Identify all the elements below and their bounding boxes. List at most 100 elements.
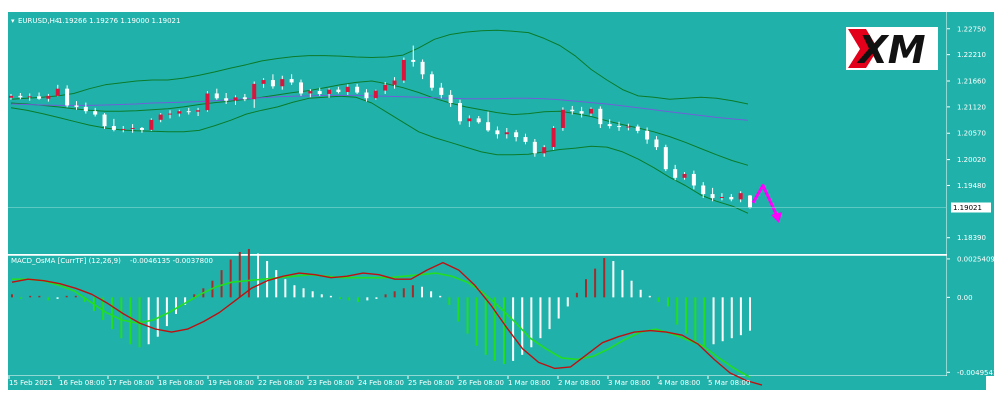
candle-body bbox=[570, 109, 575, 112]
histogram-bar bbox=[667, 297, 669, 307]
histogram-bar bbox=[694, 297, 697, 342]
candle-body bbox=[37, 96, 42, 99]
axis-background bbox=[947, 12, 994, 376]
histogram-bar bbox=[475, 297, 478, 346]
histogram-bar bbox=[739, 297, 742, 336]
candle-body bbox=[383, 84, 388, 91]
candle-body bbox=[626, 126, 631, 128]
candle bbox=[233, 95, 238, 105]
candle bbox=[102, 113, 107, 129]
histogram-bar bbox=[29, 295, 32, 298]
indicator-axis: 0.0025409 0.00 -0.0049541 bbox=[947, 255, 997, 377]
histogram-bar bbox=[703, 297, 706, 348]
time-tick-label: 1 Mar 08:00 bbox=[508, 379, 550, 387]
histogram-bar bbox=[175, 297, 177, 314]
histogram-bar bbox=[712, 297, 715, 345]
candle-body bbox=[233, 97, 238, 101]
candle-body bbox=[205, 93, 210, 111]
candle bbox=[177, 109, 182, 117]
candle-body bbox=[65, 88, 70, 106]
time-tick-label: 15 Feb 2021 bbox=[9, 379, 53, 387]
candle-body bbox=[18, 95, 23, 98]
candle bbox=[289, 74, 294, 85]
candle bbox=[607, 119, 612, 129]
price-panel[interactable] bbox=[8, 12, 947, 254]
histogram-bar bbox=[466, 297, 469, 334]
indicator-title: MACD_OsMA [CurrTF] (12,26,9) bbox=[11, 257, 121, 265]
candle bbox=[308, 89, 313, 98]
candle bbox=[663, 144, 668, 172]
candle bbox=[355, 83, 360, 94]
histogram-bar bbox=[457, 297, 460, 322]
candle-body bbox=[121, 128, 126, 130]
candle bbox=[542, 145, 547, 157]
candle-body bbox=[168, 113, 173, 115]
candle-body bbox=[439, 87, 444, 95]
candle bbox=[168, 110, 173, 119]
candle-body bbox=[364, 92, 369, 99]
macd-line bbox=[11, 261, 763, 386]
xm-logo: XM bbox=[846, 27, 938, 72]
candle bbox=[270, 74, 275, 89]
histogram-bar bbox=[639, 289, 642, 298]
candle-body bbox=[149, 119, 154, 130]
moving-average-polyline bbox=[10, 94, 749, 121]
candlestick-series bbox=[9, 45, 752, 209]
candle bbox=[710, 187, 715, 202]
histogram-bar bbox=[603, 258, 606, 298]
candle bbox=[401, 57, 406, 83]
candle bbox=[514, 129, 519, 142]
candle-body bbox=[617, 126, 622, 128]
histogram-bar bbox=[320, 294, 323, 298]
candle bbox=[411, 45, 416, 67]
candle bbox=[327, 88, 332, 98]
candle-body bbox=[298, 82, 303, 94]
histogram-bar bbox=[11, 294, 13, 298]
time-tick-label: 24 Feb 08:00 bbox=[358, 379, 404, 387]
symbol-label[interactable]: EURUSD,H4 bbox=[18, 17, 60, 25]
histogram-bar bbox=[339, 297, 341, 299]
bollinger-lower-line bbox=[10, 95, 749, 214]
symbol-dropdown-icon[interactable]: ▾ bbox=[11, 17, 15, 25]
candle bbox=[523, 133, 528, 145]
histogram-bar bbox=[749, 297, 751, 331]
candle-body bbox=[102, 114, 107, 127]
histogram-bar bbox=[220, 270, 223, 298]
candle-body bbox=[74, 105, 79, 107]
candle bbox=[149, 118, 154, 131]
candle bbox=[691, 170, 696, 190]
candle bbox=[673, 164, 678, 181]
histogram-bar bbox=[348, 297, 351, 301]
candle bbox=[111, 118, 116, 132]
candle-body bbox=[373, 90, 378, 99]
candle-body bbox=[691, 173, 696, 186]
histogram-bar bbox=[193, 294, 196, 298]
histogram-bar bbox=[56, 297, 59, 299]
histogram-bar bbox=[676, 297, 679, 325]
candle bbox=[65, 85, 70, 108]
histogram-bar bbox=[238, 251, 241, 298]
candle bbox=[280, 75, 285, 90]
histogram-bar bbox=[566, 297, 569, 307]
candle bbox=[18, 92, 23, 100]
candle-body bbox=[710, 194, 715, 198]
logo-text: XM bbox=[856, 28, 925, 72]
bollinger-middle-line bbox=[10, 80, 749, 166]
candle bbox=[476, 115, 481, 124]
signal-line bbox=[12, 272, 751, 379]
histogram-bar bbox=[366, 297, 369, 301]
candle-body bbox=[673, 169, 678, 178]
histogram-bar bbox=[74, 295, 77, 298]
candle bbox=[196, 107, 201, 116]
price-tick-label: 1.21660 bbox=[957, 78, 986, 86]
histogram-bar bbox=[484, 297, 487, 355]
candle-body bbox=[738, 193, 743, 200]
time-axis-background bbox=[8, 376, 986, 390]
histogram-bar bbox=[247, 248, 250, 298]
candle bbox=[448, 90, 453, 107]
candle-body bbox=[177, 111, 182, 114]
candle bbox=[139, 127, 144, 133]
histogram-bar bbox=[630, 280, 633, 298]
candle-body bbox=[27, 96, 32, 98]
